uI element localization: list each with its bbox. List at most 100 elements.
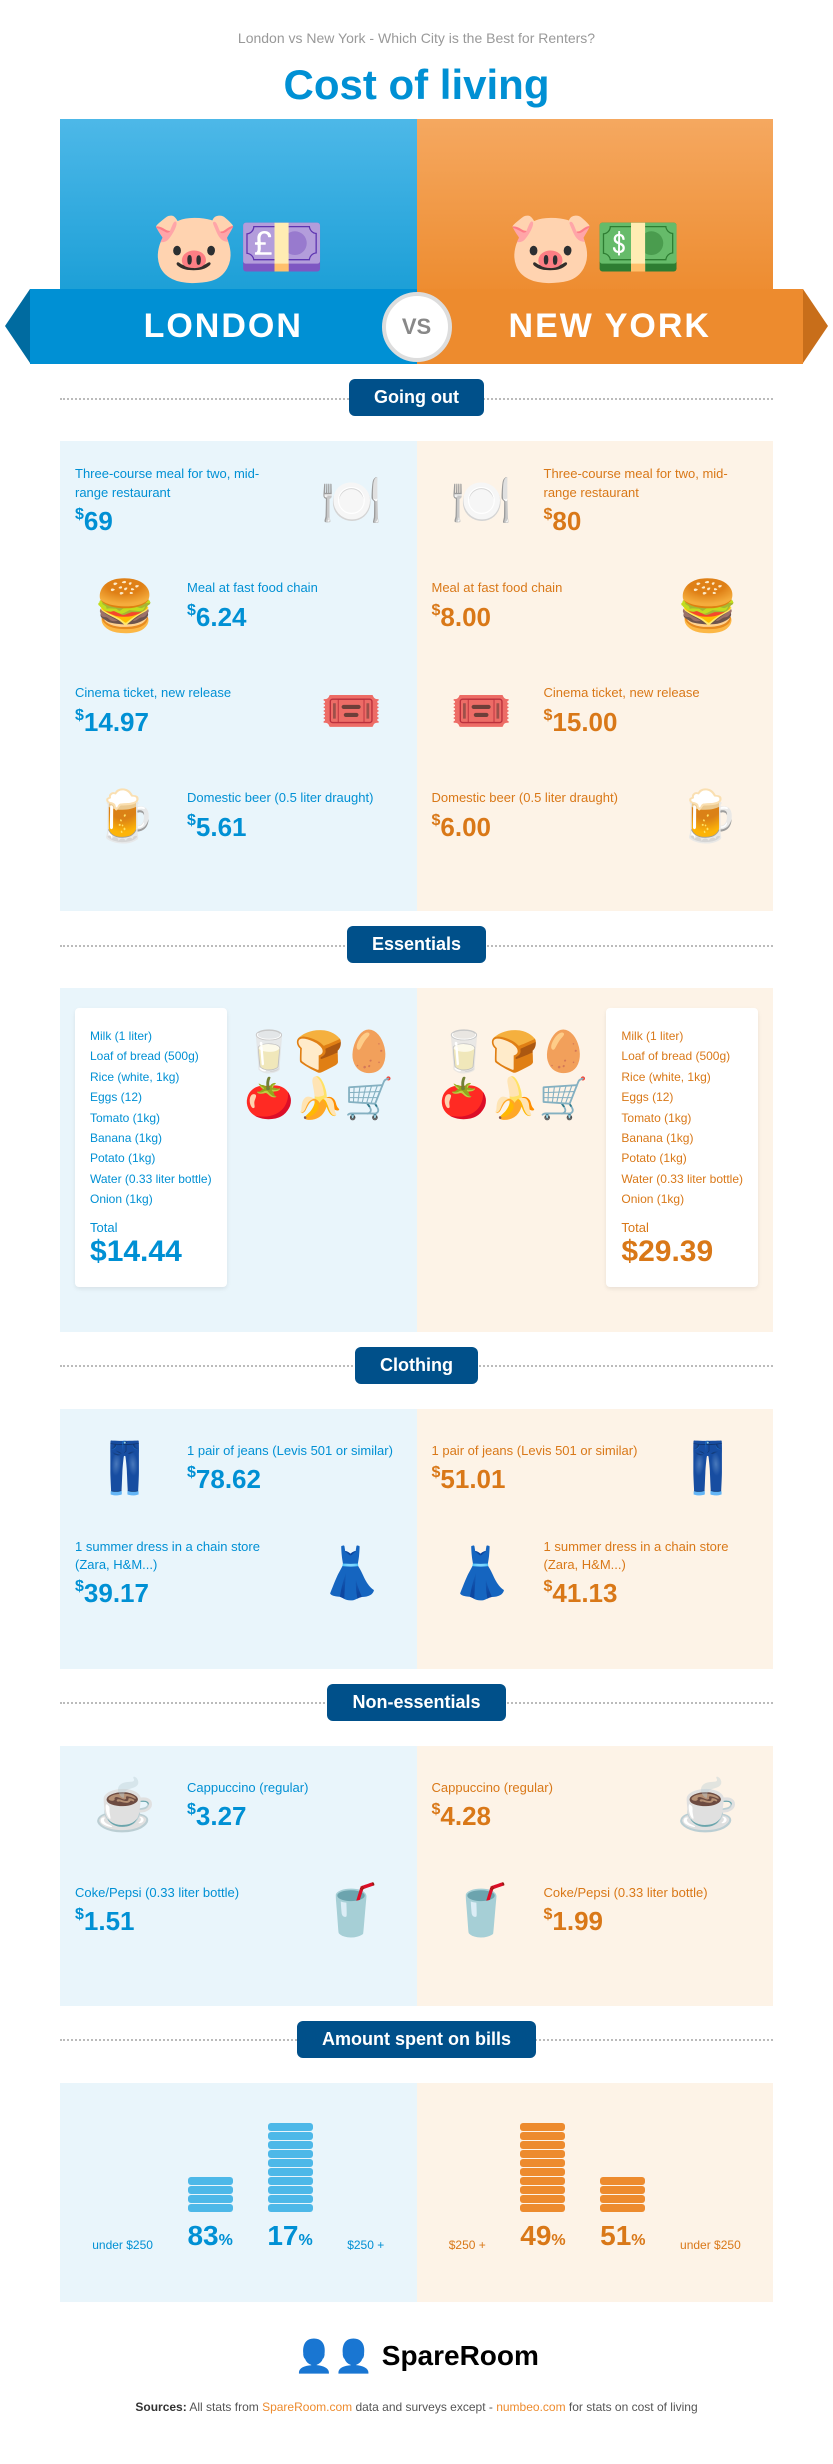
item-price: $6.00: [432, 812, 647, 843]
item-label: 1 summer dress in a chain store (Zara, H…: [75, 1538, 290, 1574]
item-meal: 🍽️ Three-course meal for two, mid-range …: [75, 461, 402, 541]
essentials-item: Eggs (12): [90, 1087, 212, 1107]
bills-under-label: under $250: [680, 2238, 741, 2252]
piggy-bank-icon: 🐷💵: [508, 207, 682, 289]
item-price: $6.24: [187, 602, 402, 633]
coin-icon: [520, 2159, 565, 2167]
brand-name: SpareRoom: [382, 2340, 539, 2372]
essentials-item: Tomato (1kg): [90, 1108, 212, 1128]
coin-icon: [520, 2204, 565, 2212]
coin-icon: [268, 2123, 313, 2131]
coin-icon: [268, 2204, 313, 2212]
section-divider: Going out: [60, 379, 773, 416]
item-label: Domestic beer (0.5 liter draught): [187, 789, 402, 807]
clothing-row: 👖 1 pair of jeans (Levis 501 or similar)…: [60, 1409, 773, 1669]
item-price: $5.61: [187, 812, 402, 843]
coin-icon: [268, 2195, 313, 2203]
cap-icon: ☕: [658, 1766, 758, 1846]
hero-london: 🐷💷: [60, 119, 417, 299]
item-label: Cappuccino (regular): [187, 1779, 402, 1797]
coin-icon: [600, 2195, 645, 2203]
meal-icon: 🍽️: [432, 461, 532, 541]
item-fastfood: 🍔 Meal at fast food chain $6.24: [75, 566, 402, 646]
people-icon: 👤👤: [294, 2337, 374, 2375]
essentials-item: Water (0.33 liter bottle): [621, 1169, 743, 1189]
grocery-icons: 🥛🍞🥚🍅🍌🛒: [432, 1008, 597, 1122]
item-price: $15.00: [544, 707, 759, 738]
section-essentials-label: Essentials: [347, 926, 486, 963]
item-label: Three-course meal for two, mid-range res…: [75, 465, 290, 501]
item-label: Cinema ticket, new release: [544, 684, 759, 702]
essentials-item: Potato (1kg): [90, 1148, 212, 1168]
section-clothing-label: Clothing: [355, 1347, 478, 1384]
essentials-item: Tomato (1kg): [621, 1108, 743, 1128]
essentials-item: Milk (1 liter): [90, 1026, 212, 1046]
going-out-row: 🍽️ Three-course meal for two, mid-range …: [60, 441, 773, 911]
essentials-receipt-london: Milk (1 liter)Loaf of bread (500g)Rice (…: [75, 1008, 227, 1287]
essentials-item: Eggs (12): [621, 1087, 743, 1107]
item-jeans: 👖 1 pair of jeans (Levis 501 or similar)…: [432, 1429, 759, 1509]
essentials-receipt-newyork: Milk (1 liter)Loaf of bread (500g)Rice (…: [606, 1008, 758, 1287]
fastfood-icon: 🍔: [75, 566, 175, 646]
coin-icon: [520, 2177, 565, 2185]
coin-icon: [520, 2132, 565, 2140]
nonessentials-row: ☕ Cappuccino (regular) $3.27 🥤 Coke/Peps…: [60, 1746, 773, 2006]
item-cinema: 🎟️ Cinema ticket, new release $14.97: [75, 671, 402, 751]
header: London vs New York - Which City is the B…: [0, 0, 833, 119]
city-london: LONDON: [30, 289, 417, 364]
bills-row: under $250 83% 17% $250 + $250 + 49%: [60, 2083, 773, 2302]
item-label: Meal at fast food chain: [432, 579, 647, 597]
cinema-icon: 🎟️: [302, 671, 402, 751]
item-label: Three-course meal for two, mid-range res…: [544, 465, 759, 501]
coin-icon: [188, 2204, 233, 2212]
item-coke: 🥤 Coke/Pepsi (0.33 liter bottle) $1.51: [75, 1871, 402, 1951]
subtitle: London vs New York - Which City is the B…: [0, 30, 833, 46]
item-cap: ☕ Cappuccino (regular) $4.28: [432, 1766, 759, 1846]
essentials-row: Milk (1 liter)Loaf of bread (500g)Rice (…: [60, 988, 773, 1332]
dress-icon: 👗: [432, 1534, 532, 1614]
section-nonessentials-label: Non-essentials: [327, 1684, 505, 1721]
dress-icon: 👗: [302, 1534, 402, 1614]
essentials-item: Onion (1kg): [90, 1189, 212, 1209]
coin-icon: [520, 2186, 565, 2194]
essentials-item: Milk (1 liter): [621, 1026, 743, 1046]
hero-newyork: 🐷💵: [417, 119, 774, 299]
footer: 👤👤 SpareRoom Sources: All stats from Spa…: [0, 2302, 833, 2464]
coke-icon: 🥤: [432, 1871, 532, 1951]
bills-ny-over: 49%: [520, 2123, 565, 2252]
coin-icon: [268, 2168, 313, 2176]
coin-icon: [268, 2132, 313, 2140]
coin-icon: [268, 2186, 313, 2194]
jeans-icon: 👖: [658, 1429, 758, 1509]
item-cap: ☕ Cappuccino (regular) $3.27: [75, 1766, 402, 1846]
section-going-out-label: Going out: [349, 379, 484, 416]
cinema-icon: 🎟️: [432, 671, 532, 751]
coin-icon: [520, 2150, 565, 2158]
coin-icon: [268, 2150, 313, 2158]
section-divider: Amount spent on bills: [60, 2021, 773, 2058]
item-coke: 🥤 Coke/Pepsi (0.33 liter bottle) $1.99: [432, 1871, 759, 1951]
bills-london-under: 83%: [187, 2177, 232, 2252]
essentials-item: Loaf of bread (500g): [90, 1046, 212, 1066]
meal-icon: 🍽️: [302, 461, 402, 541]
piggy-bank-icon: 🐷💷: [151, 207, 325, 289]
item-label: Cappuccino (regular): [432, 1779, 647, 1797]
essentials-item: Loaf of bread (500g): [621, 1046, 743, 1066]
coin-icon: [268, 2141, 313, 2149]
fastfood-icon: 🍔: [658, 566, 758, 646]
coin-icon: [520, 2123, 565, 2131]
sources-text: Sources: All stats from SpareRoom.com da…: [40, 2400, 793, 2414]
item-price: $51.01: [432, 1464, 647, 1495]
item-beer: 🍺 Domestic beer (0.5 liter draught) $6.0…: [432, 776, 759, 856]
jeans-icon: 👖: [75, 1429, 175, 1509]
coin-icon: [188, 2177, 233, 2185]
item-label: Coke/Pepsi (0.33 liter bottle): [544, 1884, 759, 1902]
main-title: Cost of living: [0, 61, 833, 109]
coke-icon: 🥤: [302, 1871, 402, 1951]
coin-icon: [268, 2159, 313, 2167]
item-price: $3.27: [187, 1801, 402, 1832]
coin-icon: [188, 2186, 233, 2194]
item-price: $14.97: [75, 707, 290, 738]
total-label: Total: [621, 1220, 743, 1235]
item-label: 1 summer dress in a chain store (Zara, H…: [544, 1538, 759, 1574]
